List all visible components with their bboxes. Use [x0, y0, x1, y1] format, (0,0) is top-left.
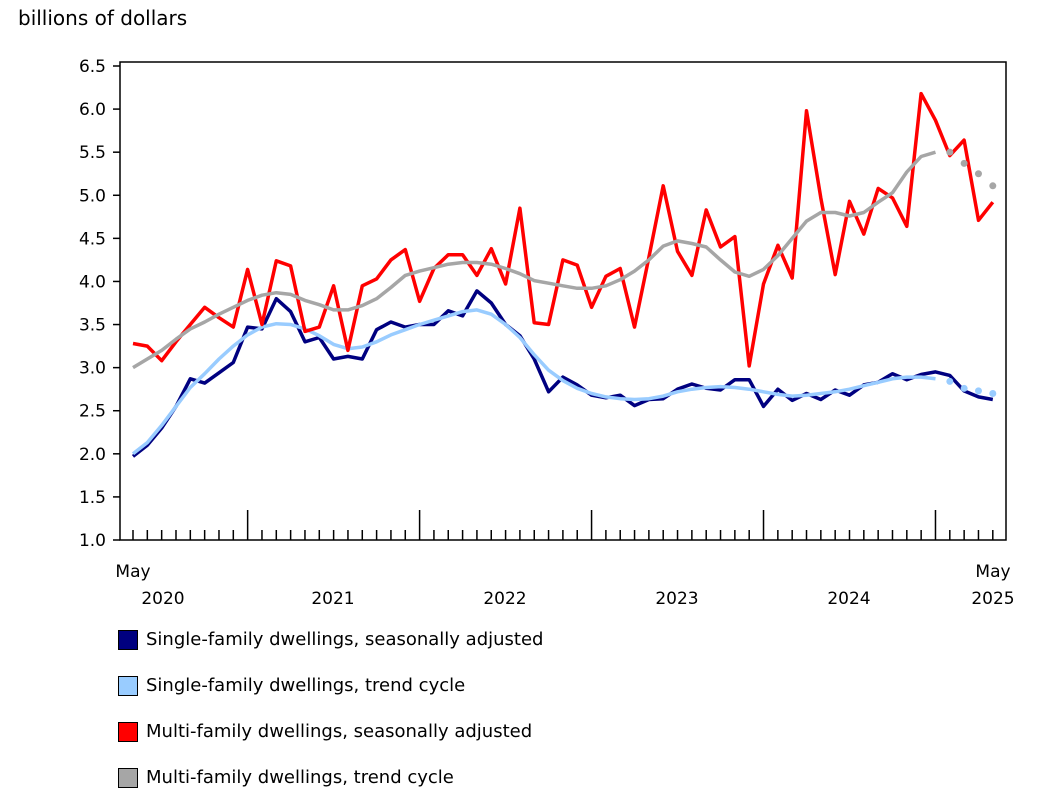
legend-label: Single-family dwellings, trend cycle	[146, 675, 466, 696]
y-tick-label: 1.0	[79, 531, 106, 551]
series-point	[989, 182, 997, 190]
y-tick-label: 5.0	[79, 186, 106, 206]
legend-swatch	[118, 767, 138, 788]
y-axis-label: billions of dollars	[18, 6, 188, 30]
series-line	[132, 91, 995, 368]
plot-frame	[119, 61, 1007, 541]
y-tick-label: 1.5	[79, 488, 106, 508]
x-tick-label: 2021	[311, 589, 354, 609]
y-tick-label: 2.5	[79, 402, 106, 422]
x-tick-label: May	[115, 562, 150, 582]
x-tick-label: 2025	[971, 589, 1014, 609]
legend-label: Multi-family dwellings, trend cycle	[146, 767, 454, 788]
y-tick-label: 5.5	[79, 143, 106, 163]
series-point	[989, 389, 997, 397]
y-tick-label: 6.0	[79, 100, 106, 120]
y-tick-label: 3.5	[79, 316, 106, 336]
x-tick-label: May	[975, 562, 1010, 582]
legend-item: Multi-family dwellings, seasonally adjus…	[118, 721, 532, 742]
x-tick-label: 2024	[827, 589, 870, 609]
y-tick-label: 4.0	[79, 272, 106, 292]
series-point	[974, 387, 982, 395]
legend-swatch	[118, 675, 138, 696]
series-line	[131, 308, 936, 456]
x-tick-label: 2023	[655, 589, 698, 609]
y-tick-label: 2.0	[79, 445, 106, 465]
legend-swatch	[118, 721, 138, 742]
legend-label: Single-family dwellings, seasonally adju…	[146, 629, 544, 650]
series-point	[960, 159, 968, 167]
legend-label: Multi-family dwellings, seasonally adjus…	[146, 721, 533, 742]
x-tick-label: 2020	[141, 589, 184, 609]
series-point	[946, 148, 954, 156]
series-line	[131, 289, 994, 458]
legend-swatch	[118, 629, 138, 650]
legend-item: Multi-family dwellings, trend cycle	[118, 767, 454, 788]
series-line	[132, 150, 937, 370]
legend-item: Single-family dwellings, seasonally adju…	[118, 629, 543, 650]
y-tick-label: 3.0	[79, 359, 106, 379]
series-point	[974, 170, 982, 178]
legend-item: Single-family dwellings, trend cycle	[118, 675, 465, 696]
series-point	[946, 377, 954, 385]
series-point	[960, 384, 968, 392]
y-tick-label: 6.5	[79, 57, 106, 77]
x-tick-label: 2022	[483, 589, 526, 609]
y-tick-label: 4.5	[79, 229, 106, 249]
